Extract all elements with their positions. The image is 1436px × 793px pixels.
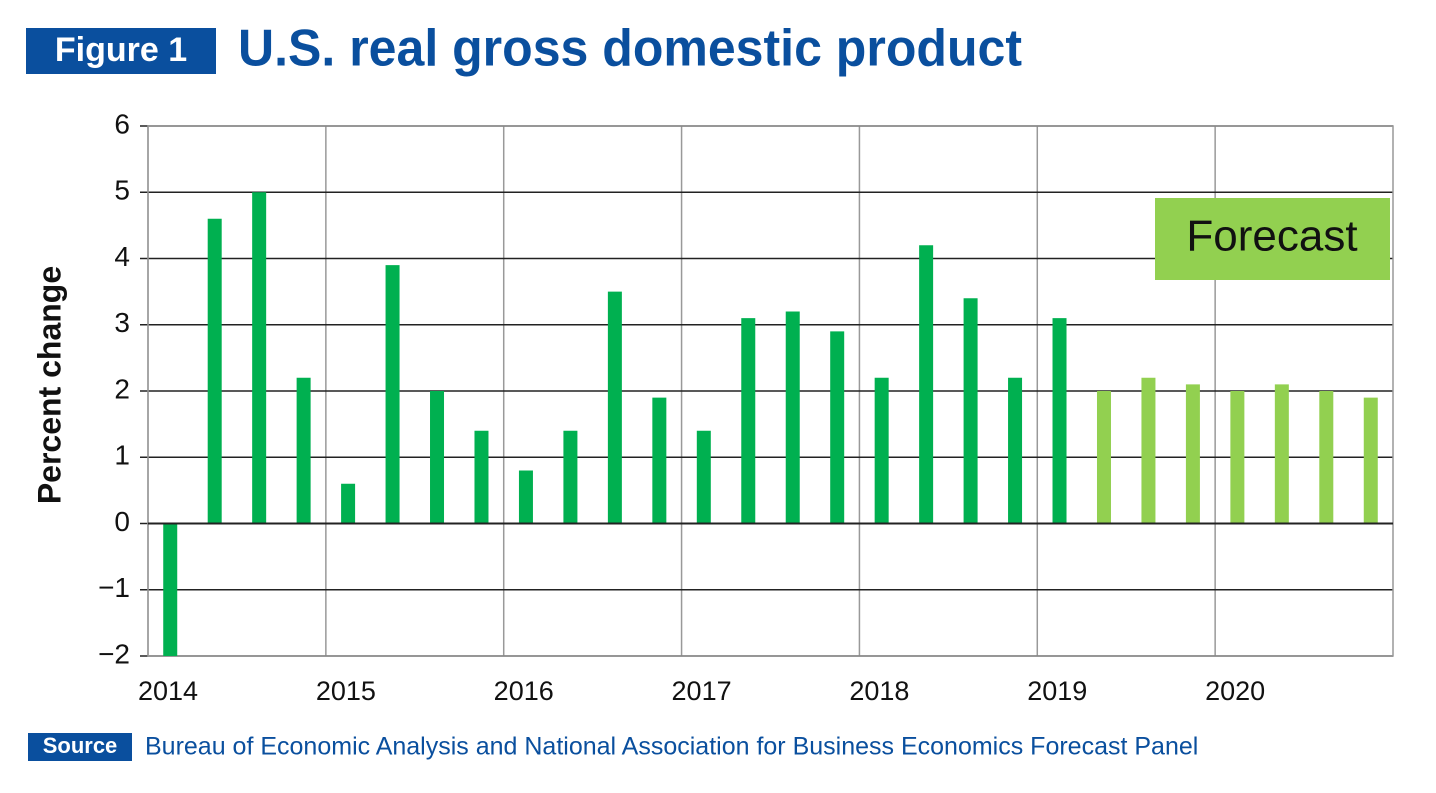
bar (207, 218, 222, 524)
source-label: Source (43, 733, 118, 758)
x-tick-label: 2020 (1205, 676, 1265, 706)
bar (518, 470, 533, 524)
bar (1363, 397, 1378, 524)
y-tick-label: 3 (114, 307, 130, 338)
annotation: Forecast (1186, 212, 1357, 261)
x-tick-label: 2018 (849, 676, 909, 706)
y-axis-label: Percent change (31, 266, 67, 504)
y-tick-label: 4 (114, 241, 130, 272)
x-tick-label: 2015 (316, 676, 376, 706)
bar (830, 331, 845, 524)
x-tick-label: 2014 (138, 676, 198, 706)
bar (874, 377, 889, 524)
plot-border (147, 125, 1394, 657)
bar (741, 318, 756, 524)
source-box (28, 733, 132, 761)
badge-box (26, 28, 216, 74)
x-tick-label: 2019 (1027, 676, 1087, 706)
bar (652, 397, 667, 524)
bar (296, 377, 311, 524)
bar (385, 265, 400, 524)
y-tick-label: −1 (98, 572, 130, 603)
y-tick-label: 2 (114, 373, 130, 404)
source: Bureau of Economic Analysis and National… (145, 733, 1198, 761)
bar (163, 523, 178, 656)
bar (1141, 377, 1156, 524)
bar (785, 311, 800, 524)
bar (1096, 391, 1111, 524)
bar (1274, 384, 1289, 524)
y-tick-label: 1 (114, 440, 130, 471)
x-tick-label: 2016 (494, 676, 554, 706)
bar (1008, 377, 1023, 524)
bar (1185, 384, 1200, 524)
bar (1230, 391, 1245, 524)
bar (696, 430, 711, 524)
y-tick-label: 0 (114, 506, 130, 537)
bar (563, 430, 578, 524)
bar (252, 192, 267, 524)
y-tick-label: 5 (114, 175, 130, 206)
bar (474, 430, 489, 524)
bar (963, 298, 978, 524)
x-tick-label: 2017 (672, 676, 732, 706)
bar (1319, 391, 1334, 524)
bar (919, 245, 934, 524)
y-tick-label: 6 (114, 108, 130, 139)
bar (1052, 318, 1067, 524)
annotation-box (1155, 198, 1390, 280)
badge: Figure 1 (55, 31, 187, 69)
bar (341, 483, 356, 524)
y-tick-label: −2 (98, 638, 130, 669)
chart-title: U.S. real gross domestic product (238, 20, 1022, 78)
bar (607, 291, 622, 524)
bar (430, 391, 445, 524)
